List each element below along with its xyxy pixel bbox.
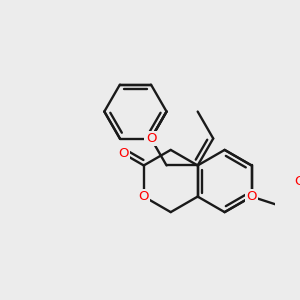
Text: O: O [118,147,129,160]
Text: O: O [246,190,257,203]
Text: O: O [139,190,149,203]
Text: O: O [294,175,300,188]
Text: O: O [146,132,156,145]
